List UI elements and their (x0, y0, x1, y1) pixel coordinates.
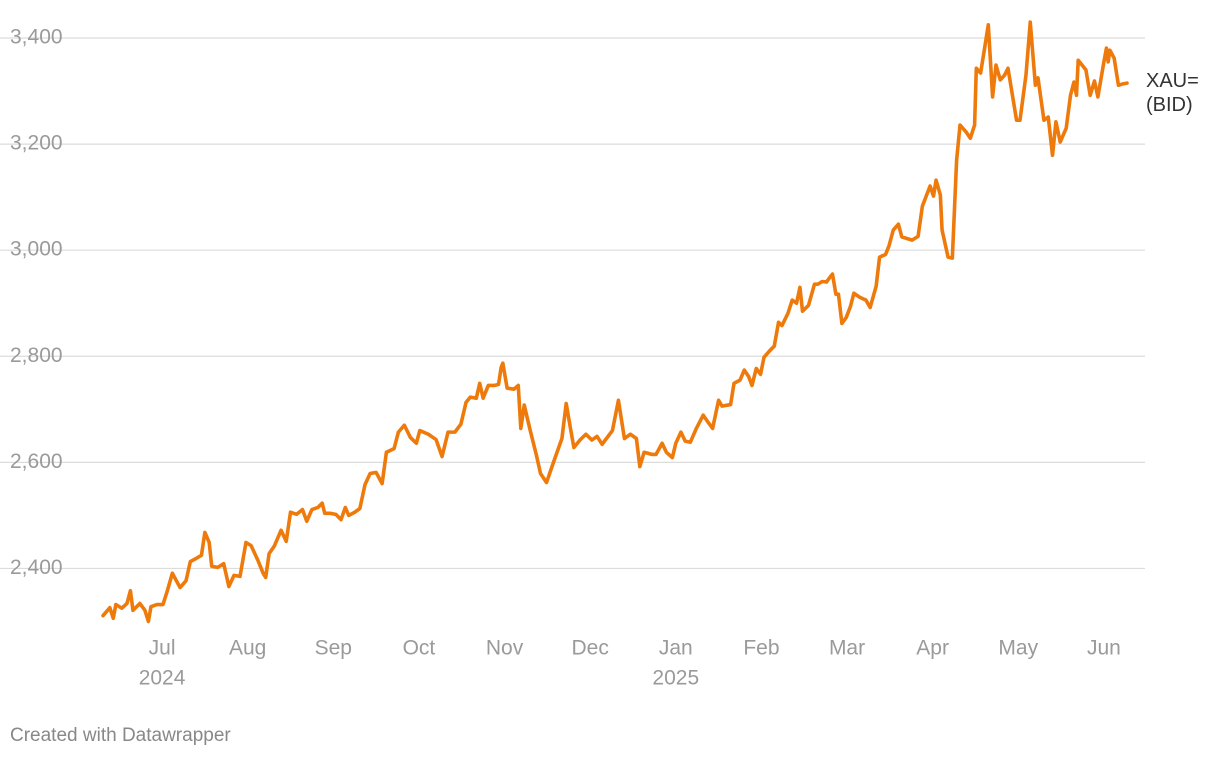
x-year-label: 2025 (652, 667, 699, 690)
y-tick-label: 3,000 (10, 238, 63, 261)
x-tick-label: Jan (659, 637, 693, 660)
y-tick-label: 3,200 (10, 132, 63, 155)
y-tick-label: 2,600 (10, 450, 63, 473)
x-tick-label: Sep (315, 637, 352, 660)
credit: Created with Datawrapper (10, 725, 231, 746)
x-tick-label: Apr (916, 637, 949, 660)
x-tick-label: Nov (486, 637, 524, 660)
y-tick-label: 2,400 (10, 556, 63, 579)
x-tick-label: Dec (571, 637, 608, 660)
x-tick-label: Jun (1087, 637, 1121, 660)
x-year-label: 2024 (139, 667, 186, 690)
x-tick-label: Oct (403, 637, 436, 660)
x-tick-label: Aug (229, 637, 266, 660)
line (101, 20, 1129, 624)
y-tick-label: 3,400 (10, 26, 63, 49)
x-tick-label: Mar (829, 637, 865, 660)
series-label: XAU= (BID) (1146, 70, 1199, 116)
x-tick-label: Feb (743, 637, 779, 660)
x-tick-label: May (998, 637, 1038, 660)
x-tick-label: Jul (149, 637, 176, 660)
y-tick-label: 2,800 (10, 344, 63, 367)
